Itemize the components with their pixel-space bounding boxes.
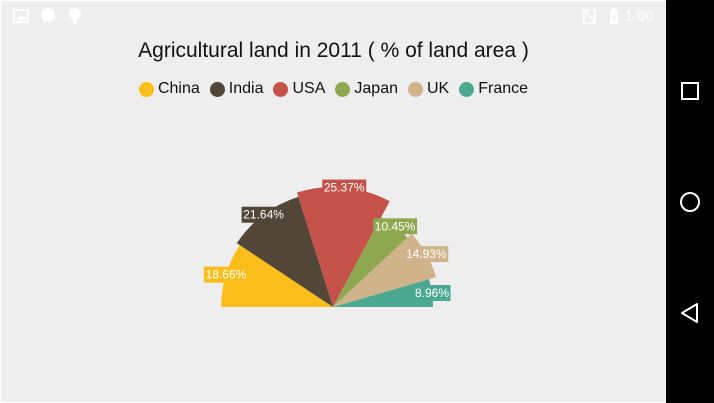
data-label-box bbox=[203, 266, 248, 283]
legend-label: UK bbox=[426, 80, 450, 97]
status-time: 1:00 bbox=[624, 8, 654, 25]
legend-item-usa[interactable]: USA bbox=[273, 80, 325, 98]
legend-marker bbox=[138, 81, 154, 97]
data-label-france: 8.96% bbox=[413, 284, 451, 301]
data-label-text: 25.37% bbox=[324, 181, 365, 195]
legend-marker bbox=[459, 81, 475, 97]
legend-item-uk[interactable]: UK bbox=[407, 80, 450, 98]
signal-off-icon bbox=[581, 7, 599, 25]
legend-label: India bbox=[228, 80, 264, 97]
data-label-text: 18.66% bbox=[206, 268, 247, 282]
android-icon bbox=[66, 7, 84, 25]
legend-label: Japan bbox=[354, 80, 398, 97]
chart-legend: China India USA Japan UK France bbox=[1, 80, 666, 98]
pie-slice-china[interactable] bbox=[221, 245, 333, 307]
legend-marker bbox=[209, 81, 225, 97]
data-label-text: 10.45% bbox=[375, 219, 416, 233]
chat-icon: … bbox=[39, 7, 57, 25]
legend-marker bbox=[273, 81, 289, 97]
image-icon bbox=[12, 7, 30, 25]
data-label-china: 18.66% bbox=[203, 266, 248, 283]
legend-label: France bbox=[478, 80, 529, 97]
data-label-box bbox=[373, 218, 418, 235]
app-screen: … 1:00 Agricultural land in 2011 ( % of … bbox=[1, 1, 666, 402]
legend-marker bbox=[335, 81, 351, 97]
battery-icon bbox=[605, 7, 623, 25]
pie-slice-india[interactable] bbox=[236, 196, 333, 307]
pie-slice-japan[interactable] bbox=[333, 217, 408, 307]
data-label-box bbox=[413, 284, 451, 301]
data-label-text: 8.96% bbox=[415, 286, 449, 300]
legend-marker bbox=[407, 81, 423, 97]
legend-item-china[interactable]: China bbox=[138, 80, 200, 98]
home-circle-icon[interactable] bbox=[674, 186, 706, 218]
legend-item-japan[interactable]: Japan bbox=[335, 80, 398, 98]
data-label-usa: 25.37% bbox=[322, 179, 367, 196]
back-triangle-icon[interactable] bbox=[674, 297, 706, 329]
recents-square-icon[interactable] bbox=[674, 75, 706, 107]
pie-slice-france[interactable] bbox=[333, 279, 433, 307]
data-label-text: 21.64% bbox=[243, 208, 284, 222]
data-label-box bbox=[404, 246, 449, 263]
legend-item-france[interactable]: France bbox=[459, 80, 528, 98]
chart-title: Agricultural land in 2011 ( % of land ar… bbox=[138, 39, 529, 62]
data-label-india: 21.64% bbox=[241, 206, 286, 223]
data-label-uk: 14.93% bbox=[404, 246, 449, 263]
data-label-japan: 10.45% bbox=[373, 218, 418, 235]
status-bar: … 1:00 bbox=[1, 1, 666, 33]
pie-chart: 18.66% 21.64% 25.37% 10.45% 14.93% 8.96% bbox=[203, 179, 451, 307]
data-label-box bbox=[322, 179, 367, 196]
legend-item-india[interactable]: India bbox=[209, 80, 264, 98]
pie-slice-usa[interactable] bbox=[296, 187, 390, 307]
data-label-box bbox=[241, 206, 286, 223]
legend-label: China bbox=[157, 80, 200, 97]
legend-label: USA bbox=[292, 80, 326, 97]
navigation-bar bbox=[666, 0, 714, 403]
svg-text:…: … bbox=[44, 11, 52, 20]
data-label-text: 14.93% bbox=[406, 247, 447, 261]
